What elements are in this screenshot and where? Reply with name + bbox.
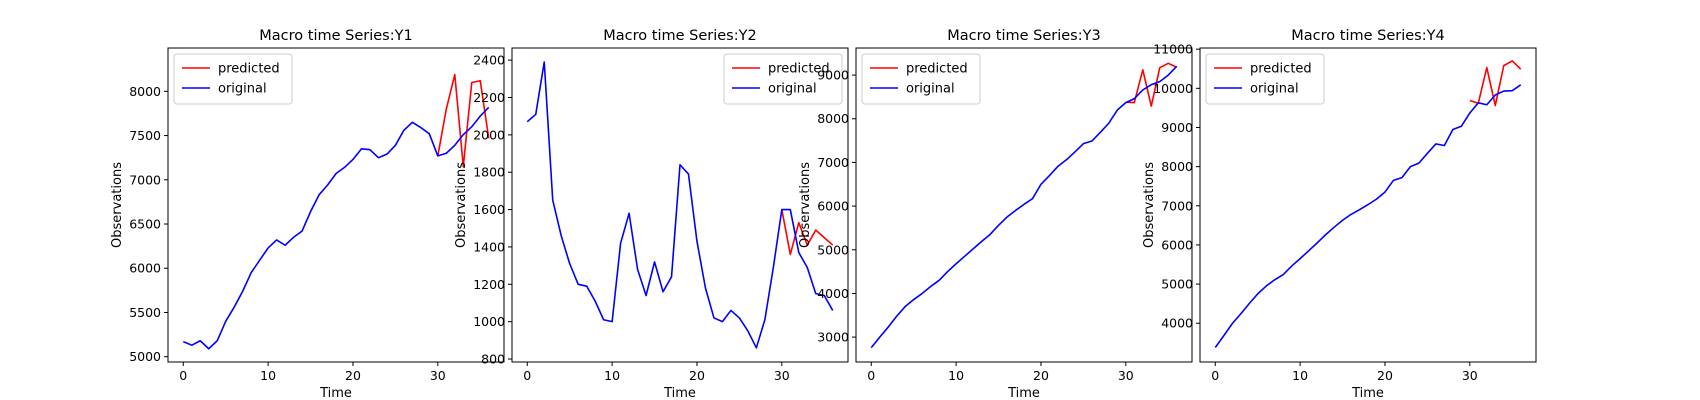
y-tick-label: 5000 [1161,277,1193,292]
legend-box [861,53,981,105]
y-tick-label: 10000 [1153,81,1193,96]
y-tick-label: 11000 [1153,42,1193,57]
y-tick-label: 7500 [129,128,161,143]
subplot-3: 0 10 20 30 3000 4000 5000 6000 7000 8000 9000 Macro… [798,28,1193,400]
y-tick-label: 2400 [473,53,505,68]
legend-label-original: original [218,82,267,97]
legend-label-original: original [768,82,817,97]
y-tick-label: 6000 [1161,237,1193,252]
y-axis-label: Observations [1142,162,1157,248]
legend: predicted original [173,53,293,105]
y-tick-label: 5000 [817,242,849,257]
y-axis-label: Observations [798,162,813,248]
y-tick-label: 6000 [129,261,161,276]
y-tick-label: 1000 [473,314,505,329]
y-tick-label: 4000 [1161,316,1193,331]
y-tick-label: 1800 [473,165,505,180]
legend-label-predicted: predicted [906,62,968,77]
subplot-2: 0 10 20 30 800 1000 1200 1400 1600 1800 2000 2200 24… [454,28,849,400]
legend: predicted original [861,53,981,105]
y-tick-label: 2000 [473,127,505,142]
y-tick-label: 8000 [129,84,161,99]
y-tick-label: 3000 [817,330,849,345]
legend-box [723,53,843,105]
y-tick-label: 7000 [1161,198,1193,213]
y-tick-label: 9000 [1161,120,1193,135]
legend-label-predicted: predicted [1250,62,1312,77]
series-line-original [1214,84,1522,348]
x-tick-label: 10 [260,368,276,383]
subplot-title: Macro time Series:Y4 [1291,28,1444,44]
axes-frame [511,47,849,363]
y-tick-label: 6500 [129,217,161,232]
legend-label-original: original [906,82,955,97]
x-tick-label: 10 [1292,368,1308,383]
y-tick-label: 800 [481,352,505,367]
x-tick-label: 10 [948,368,964,383]
x-tick-label: 20 [1377,368,1393,383]
y-tick-label: 4000 [817,286,849,301]
legend: predicted original [1205,53,1325,105]
x-axis-label: Time [319,386,352,400]
y-tick-label: 9000 [817,68,849,83]
x-tick-label: 20 [689,368,705,383]
axes-frame [855,47,1193,363]
legend-label-original: original [1250,82,1299,97]
x-tick-label: 0 [1211,368,1219,383]
y-tick-label: 1200 [473,277,505,292]
subplot-title: Macro time Series:Y1 [259,28,412,44]
x-tick-label: 0 [179,368,187,383]
y-tick-label: 8000 [817,111,849,126]
axes-frame [1199,47,1537,363]
x-tick-label: 0 [867,368,875,383]
subplot-4: 0 10 20 30 4000 5000 6000 7000 8000 9000 10000 1100… [1142,28,1537,400]
y-tick-label: 2200 [473,90,505,105]
series-line-predicted [781,209,834,256]
y-tick-label: 1600 [473,202,505,217]
y-tick-label: 5000 [129,349,161,364]
y-tick-label: 1400 [473,239,505,254]
subplot-1: 0 10 20 30 5000 5500 6000 6500 7000 7500 8000 Macro… [110,28,505,400]
x-tick-label: 0 [523,368,531,383]
x-axis-label: Time [663,386,696,400]
legend: predicted original [723,53,843,105]
x-tick-label: 20 [345,368,361,383]
y-tick-label: 7000 [817,155,849,170]
series-line-predicted [1125,62,1178,107]
x-tick-label: 30 [1462,368,1478,383]
x-axis-label: Time [1007,386,1040,400]
subplot-title: Macro time Series:Y2 [603,28,756,44]
series-line-original [182,106,490,350]
x-tick-label: 10 [604,368,620,383]
x-tick-label: 30 [430,368,446,383]
y-axis-label: Observations [110,162,125,248]
x-axis-label: Time [1351,386,1384,400]
legend-label-predicted: predicted [218,62,280,77]
y-axis-label: Observations [454,162,469,248]
legend-label-predicted: predicted [768,62,830,77]
x-tick-label: 30 [774,368,790,383]
y-tick-label: 5500 [129,305,161,320]
x-tick-label: 30 [1118,368,1134,383]
series-line-original [526,61,834,349]
series-line-predicted [437,73,490,168]
y-tick-label: 8000 [1161,159,1193,174]
series-line-original [870,65,1178,349]
y-tick-label: 6000 [817,199,849,214]
legend-box [1205,53,1325,105]
series-line-predicted [1469,60,1522,107]
legend-box [173,53,293,105]
x-tick-label: 20 [1033,368,1049,383]
axes-frame [167,47,505,363]
y-tick-label: 7000 [129,172,161,187]
subplot-title: Macro time Series:Y3 [947,28,1100,44]
